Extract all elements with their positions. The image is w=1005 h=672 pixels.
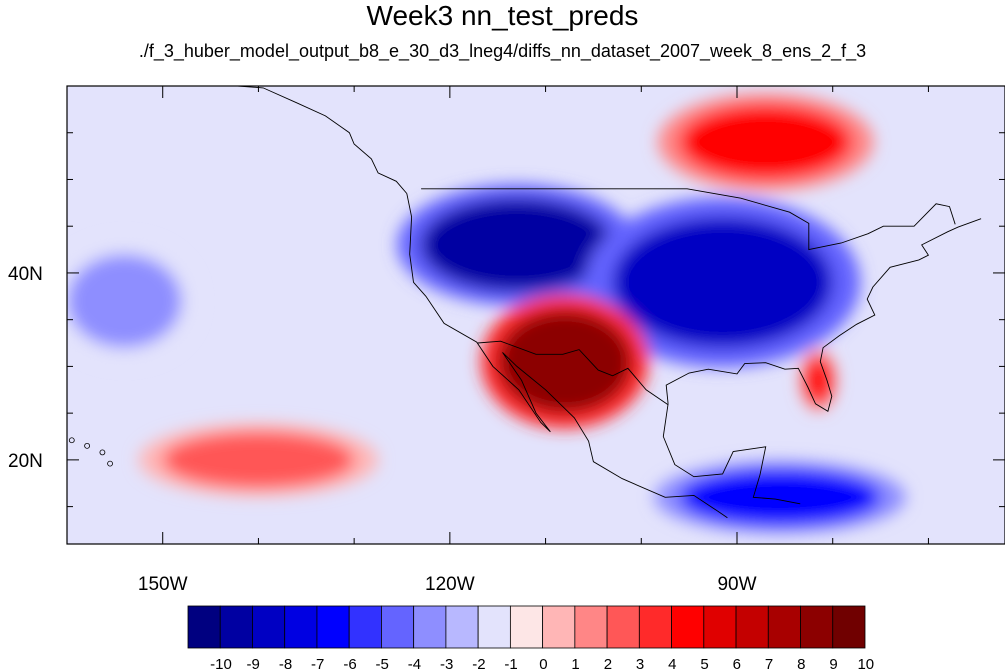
colorbar-swatch: [219, 605, 253, 649]
colorbar-swatch: [703, 605, 737, 649]
axis-tick-labels: 150W 120W 90W 40N 20N: [8, 264, 757, 595]
colorbar-label: 3: [636, 656, 644, 672]
colorbar-label: -6: [343, 656, 356, 672]
axis-ticks: [66, 85, 1005, 544]
coastline-path: [421, 188, 956, 251]
colorbar-label: 0: [539, 656, 547, 672]
colorbar-label: -8: [279, 656, 292, 672]
island-outline: [107, 460, 113, 467]
anomaly-region: [162, 431, 355, 488]
y-tick-label: 40N: [8, 264, 43, 285]
coastline-path: [665, 218, 982, 412]
colorbar-label: 1: [571, 656, 579, 672]
colorbar-label: 2: [604, 656, 612, 672]
colorbar-swatch: [542, 605, 576, 649]
x-tick-label: 150W: [138, 574, 188, 595]
colorbar-label: -10: [210, 656, 232, 672]
anomaly-region: [497, 310, 632, 414]
colorbar-swatch: [413, 605, 447, 649]
x-tick-label: 120W: [425, 574, 475, 595]
island-outline: [99, 449, 106, 456]
y-tick-label: 20N: [8, 451, 43, 472]
chart-subtitle: ./f_3_huber_model_output_b8_e_30_d3_lneg…: [138, 41, 867, 61]
anomaly-region: [67, 254, 182, 348]
colorbar-label: 4: [668, 656, 676, 672]
colorbar-swatch: [638, 605, 672, 649]
coastline-outline: [68, 86, 982, 519]
anomaly-region: [679, 469, 881, 526]
island-outline: [84, 442, 90, 449]
colorbar-label: 8: [797, 656, 805, 672]
chart-title: Week3 nn_test_preds: [366, 0, 639, 31]
colorbar-swatch: [767, 605, 801, 649]
colorbar-swatch: [284, 605, 318, 649]
colorbar-swatch: [316, 605, 350, 649]
colorbar-label: 6: [733, 656, 741, 672]
plot-frame: [66, 85, 1005, 545]
colorbar-swatch: [445, 605, 479, 649]
colorbar-label: -9: [247, 656, 260, 672]
island-outline: [68, 437, 75, 444]
colorbar: -10 -9 -8 -7 -6 -5 -4 -3 -2 -1 0 1 2 3 4 5 6 7 8 9 10: [187, 605, 874, 672]
colorbar-swatch: [252, 605, 286, 649]
colorbar-swatch: [671, 605, 705, 649]
colorbar-label: 7: [765, 656, 773, 672]
colorbar-swatch: [477, 605, 511, 649]
colorbar-swatch: [381, 605, 415, 649]
coastline-path: [230, 86, 408, 194]
colorbar-label: -5: [376, 656, 389, 672]
anomaly-region: [612, 216, 833, 348]
anomaly-region: [679, 104, 852, 180]
x-tick-label: 90W: [717, 574, 756, 595]
colorbar-swatch: [832, 605, 866, 649]
anomaly-region: [804, 357, 833, 404]
colorbar-label: -4: [408, 656, 421, 672]
colorbar-swatch: [606, 605, 640, 649]
colorbar-swatch: [800, 605, 834, 649]
anomaly-region: [421, 198, 613, 292]
colorbar-swatch: [509, 605, 544, 649]
colorbar-swatch: [735, 605, 769, 649]
colorbar-label: 10: [857, 656, 874, 672]
colorbar-label: -3: [440, 656, 453, 672]
colorbar-swatch: [187, 605, 221, 649]
colorbar-label: -7: [311, 656, 324, 672]
coastline-path: [406, 193, 728, 519]
colorbar-label: -2: [472, 656, 485, 672]
coastline-path: [662, 403, 801, 505]
coastline-path: [477, 340, 669, 406]
colorbar-label: -1: [504, 656, 517, 672]
colorbar-swatch: [574, 605, 608, 649]
colorbar-label: 5: [700, 656, 708, 672]
colorbar-swatch: [348, 605, 382, 649]
colorbar-label: 9: [829, 656, 837, 672]
plot-area: [67, 86, 1005, 544]
